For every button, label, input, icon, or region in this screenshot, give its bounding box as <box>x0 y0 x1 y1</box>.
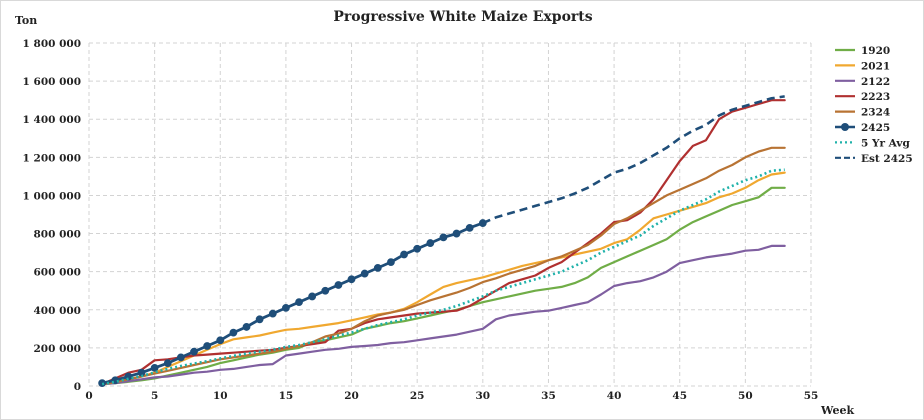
series-line-5-yr-avg <box>101 168 785 386</box>
data-point-2425 <box>400 250 408 259</box>
data-point-2425 <box>413 244 422 253</box>
x-tick-label: 15 <box>279 390 294 402</box>
x-tick-label: 10 <box>213 390 228 402</box>
legend-label: 1920 <box>861 45 890 57</box>
data-point-2425 <box>308 292 317 301</box>
data-point-2425 <box>229 328 238 337</box>
series-line-2021 <box>100 171 786 386</box>
axis-ticks: 0 200 000 400 000 600 000 800 000 1 000 000 1 … <box>23 38 819 402</box>
data-point-2425 <box>452 229 461 238</box>
legend-label: 2324 <box>861 107 890 119</box>
y-tick-label: 200 000 <box>34 343 82 355</box>
legend: 1920 2021 2122 2223 2324 2425 5 Yr Avg Est 2425 <box>835 45 913 165</box>
data-point-2425 <box>334 281 343 289</box>
series-lines <box>98 95 786 388</box>
y-tick-label: 1 400 000 <box>23 114 81 126</box>
data-point-2425 <box>150 363 159 372</box>
data-point-2425 <box>163 359 172 368</box>
data-point-2425 <box>321 286 330 295</box>
x-tick-label: 55 <box>804 390 819 402</box>
data-point-2425 <box>216 336 225 345</box>
legend-label: 2021 <box>861 60 890 72</box>
y-tick-label: 1 000 000 <box>23 190 81 202</box>
legend-label: 2122 <box>861 76 890 88</box>
y-tick-label: 800 000 <box>34 229 82 241</box>
data-point-2425 <box>360 269 369 278</box>
data-point-2425 <box>255 315 264 324</box>
x-tick-label: 45 <box>672 390 687 402</box>
legend-marker <box>841 123 849 131</box>
y-tick-label: 1 800 000 <box>23 38 81 50</box>
x-tick-label: 40 <box>607 390 622 402</box>
x-tick-label: 5 <box>151 390 158 402</box>
y-tick-label: 0 <box>74 381 81 393</box>
data-point-2425 <box>295 298 303 307</box>
data-point-2425 <box>190 347 198 356</box>
data-point-2425 <box>268 309 277 318</box>
y-tick-label: 1 600 000 <box>23 76 81 88</box>
x-tick-label: 20 <box>344 390 359 402</box>
legend-label: Est 2425 <box>861 153 913 165</box>
y-tick-label: 1 200 000 <box>23 152 81 164</box>
data-point-2425 <box>426 239 435 247</box>
y-tick-label: 600 000 <box>34 267 82 279</box>
data-point-2425 <box>203 342 212 350</box>
legend-label: 5 Yr Avg <box>861 137 910 149</box>
data-point-2425 <box>347 275 356 284</box>
data-point-2425 <box>439 233 448 242</box>
data-point-2425 <box>176 353 185 362</box>
data-point-2425 <box>282 303 290 312</box>
series-line-est-2425 <box>482 95 785 225</box>
legend-label: 2425 <box>861 122 890 134</box>
series-line-2223 <box>100 99 786 386</box>
chart-title: Progressive White Maize Exports <box>333 9 592 25</box>
legend-label: 2223 <box>861 91 890 103</box>
series-line-2122 <box>100 244 786 386</box>
x-tick-label: 0 <box>85 390 92 402</box>
y-tick-label: 400 000 <box>34 305 82 317</box>
data-point-2425 <box>387 258 395 267</box>
y-axis-title: Ton <box>15 14 37 27</box>
x-tick-label: 50 <box>738 390 753 402</box>
grid <box>88 42 812 387</box>
x-tick-label: 35 <box>541 390 556 402</box>
data-point-2425 <box>242 323 251 331</box>
x-tick-label: 25 <box>410 390 425 402</box>
x-tick-label: 30 <box>476 390 491 402</box>
data-point-2425 <box>373 263 382 272</box>
data-point-2425 <box>465 223 474 232</box>
x-axis-title: Week <box>820 404 854 417</box>
